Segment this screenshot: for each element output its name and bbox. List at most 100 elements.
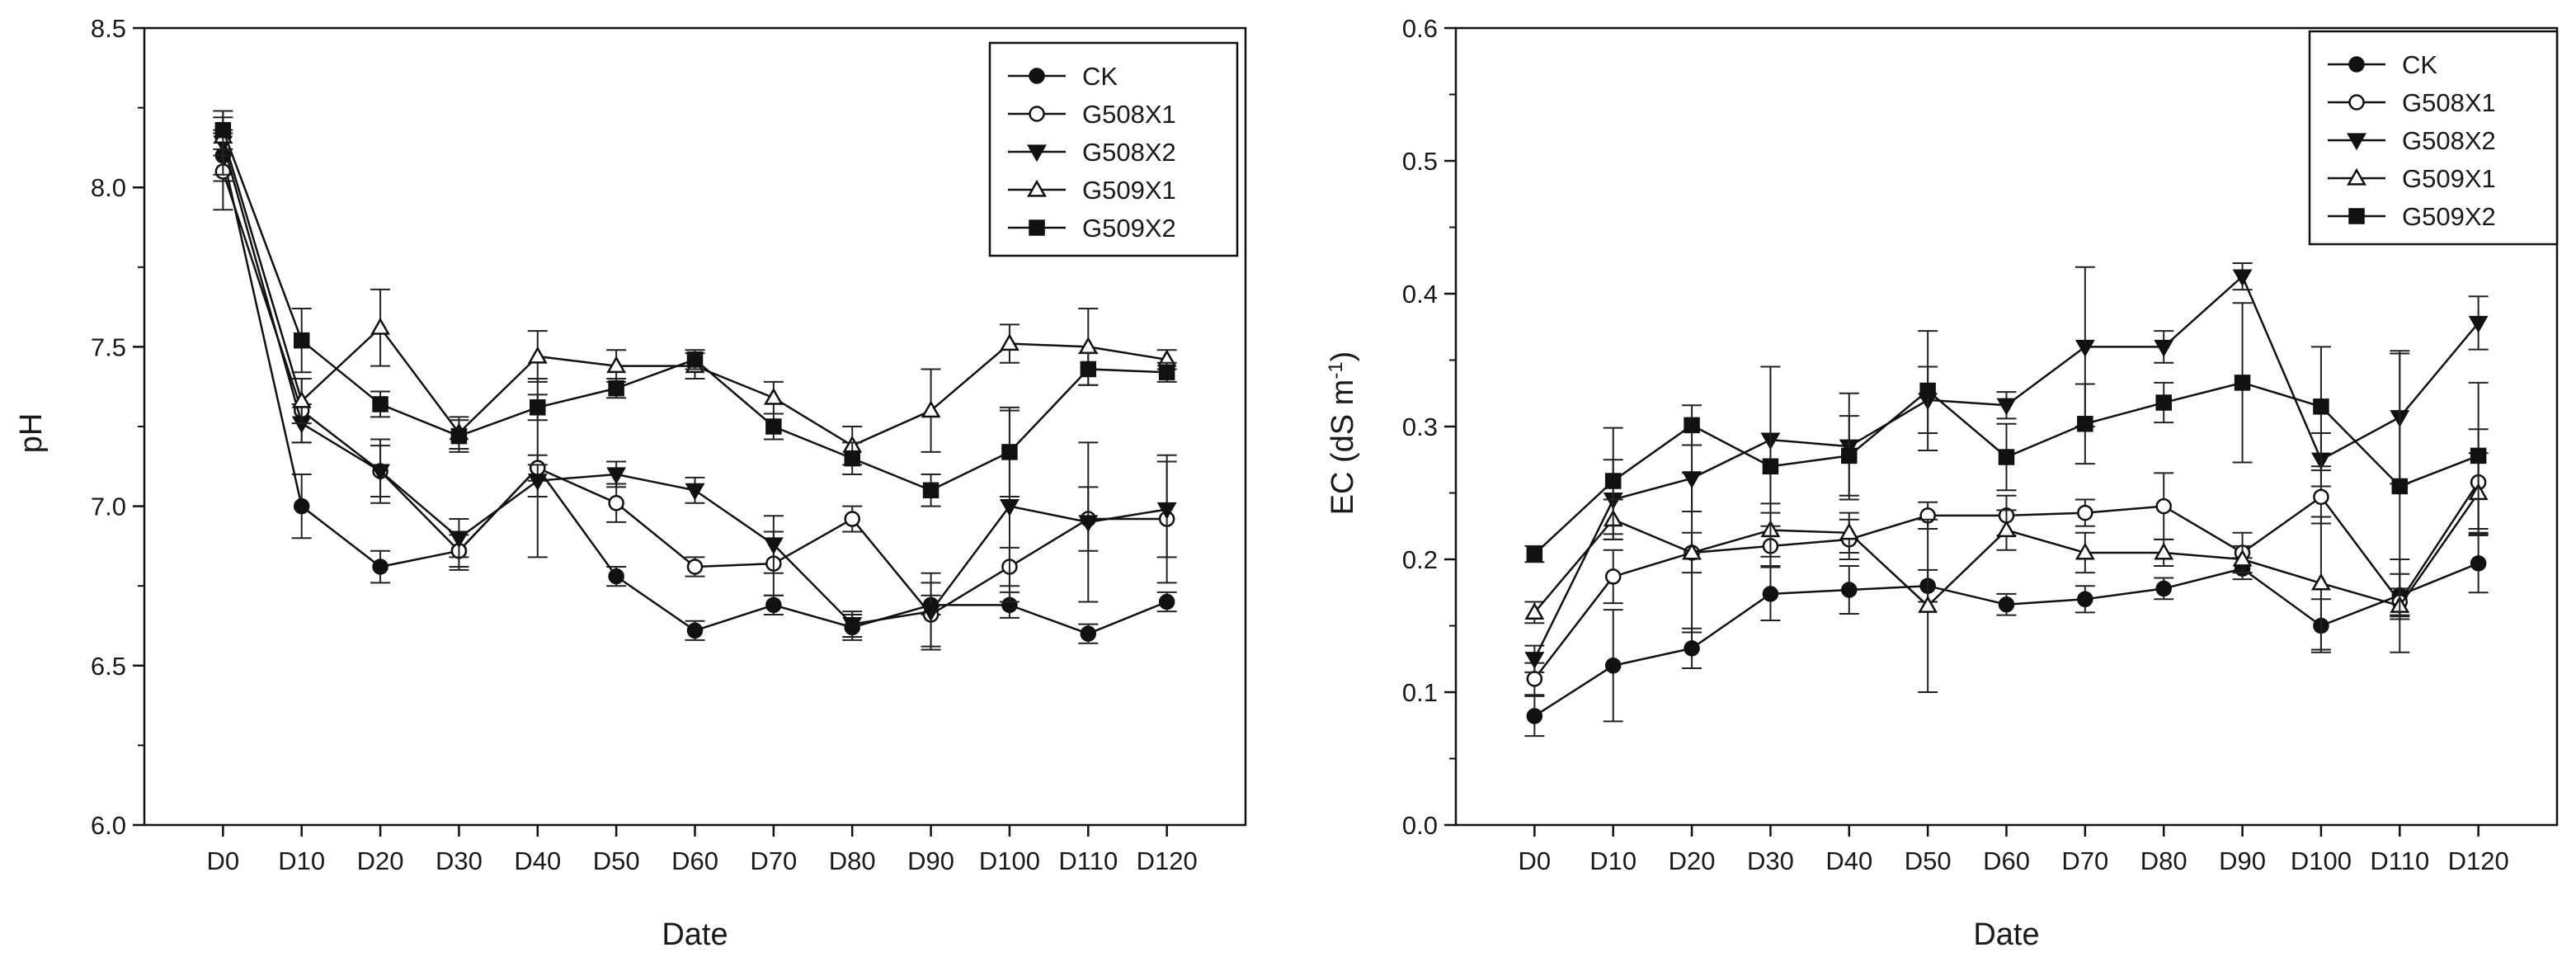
data-point [2154, 339, 2174, 357]
x-tick-label: D0 [207, 846, 240, 875]
y-tick-label: 8.0 [91, 173, 126, 202]
data-point [1604, 568, 1622, 585]
data-point [1996, 520, 2017, 538]
legend-marker [1029, 106, 1045, 122]
y-tick-label: 0.4 [1402, 280, 1438, 309]
y-axis-title: pH [14, 413, 49, 454]
x-tick-label: D60 [1983, 846, 2030, 875]
legend-marker [2348, 94, 2365, 111]
legend-marker [2348, 56, 2365, 73]
x-tick-label: D40 [514, 846, 561, 875]
data-point [2077, 416, 2093, 432]
series-line [1533, 562, 2479, 718]
x-tick-label: D20 [357, 846, 404, 875]
data-point [1682, 542, 1702, 560]
x-tick-label: D70 [2061, 846, 2108, 875]
data-point [921, 400, 941, 418]
x-tick-label: D10 [1589, 846, 1636, 875]
legend-label: G509X2 [2402, 202, 2496, 231]
legend-marker [2347, 133, 2366, 151]
legend-label: G508X2 [1082, 138, 1176, 167]
legend-marker [1029, 68, 1045, 84]
data-point [1524, 602, 1545, 620]
data-point [2232, 269, 2253, 287]
data-point [844, 511, 860, 527]
data-point [1156, 502, 1177, 520]
data-point [765, 418, 782, 435]
y-tick-label: 7.5 [91, 332, 126, 361]
data-point [999, 333, 1020, 351]
data-point [763, 387, 784, 405]
x-tick-label: D90 [2219, 846, 2266, 875]
data-point [1526, 671, 1543, 687]
data-point [842, 616, 863, 634]
data-point [1524, 652, 1545, 670]
data-point [606, 356, 627, 374]
data-point [370, 317, 391, 335]
data-point [2077, 504, 2093, 521]
data-point [1001, 444, 1018, 460]
data-point [1526, 545, 1543, 563]
legend-label: G509X1 [1082, 176, 1176, 205]
data-point [2155, 497, 2172, 515]
legend-label: G509X2 [1082, 214, 1176, 243]
data-point [1080, 625, 1097, 642]
data-point [527, 346, 548, 364]
y-tick-label: 0.2 [1402, 545, 1438, 574]
y-tick-label: 0.0 [1402, 811, 1438, 840]
data-point [608, 568, 624, 585]
data-point [1998, 449, 2015, 465]
data-point [2154, 542, 2174, 560]
data-point [1841, 582, 1858, 598]
x-tick-label: D20 [1669, 846, 1716, 875]
x-tick-label: D40 [1825, 846, 1872, 875]
x-tick-label: D50 [1905, 846, 1952, 875]
y-tick-label: 7.0 [91, 493, 126, 521]
data-point [1158, 364, 1175, 381]
x-tick-label: D80 [829, 846, 876, 875]
legend-label: G508X2 [2402, 126, 2496, 155]
x-tick-label: D50 [593, 846, 640, 875]
series-g509x2 [1524, 302, 2489, 620]
legend: CK G508X1 G508X2 G509X1 G509X2 [2308, 30, 2559, 246]
y-tick-label: 0.1 [1402, 678, 1438, 707]
y-tick-label: 0.6 [1402, 14, 1438, 43]
series-ck [1524, 533, 2489, 738]
data-point [999, 499, 1020, 516]
series-g509x1 [1524, 452, 2489, 693]
legend-marker [2348, 208, 2365, 224]
x-tick-label: D10 [278, 846, 325, 875]
data-point [2234, 375, 2251, 391]
x-tick-label: D80 [2140, 846, 2187, 875]
x-tick-label: D110 [1058, 846, 1118, 875]
data-point [1918, 596, 1938, 613]
data-point [1841, 447, 1858, 464]
data-point [844, 450, 860, 467]
y-axis-title: EC (dS m-1) [1325, 351, 1361, 516]
legend-marker [2347, 167, 2366, 186]
data-point [449, 530, 469, 549]
data-point [450, 427, 468, 445]
data-point [1158, 593, 1175, 610]
data-point [1684, 417, 1700, 434]
data-point [293, 497, 310, 515]
data-point [291, 390, 312, 408]
x-tick-label: D110 [2370, 846, 2429, 875]
ph-chart: 6.0 6.5 7.0 7.5 8.0 8.5 D0 D10 D20 D30 D40 D50 D60 D7… [14, 14, 1247, 952]
data-point [686, 559, 704, 575]
data-point [2470, 447, 2487, 464]
y-tick-label: 8.5 [91, 14, 126, 43]
data-point [530, 399, 546, 416]
data-point [2232, 549, 2253, 567]
data-point [1682, 471, 1702, 489]
legend-label: G508X1 [2402, 88, 2496, 117]
series-g509x2 [213, 110, 1177, 507]
data-point [686, 351, 704, 368]
data-point [2313, 488, 2329, 506]
x-axis-title: Date [1973, 917, 2039, 952]
data-point [921, 604, 941, 622]
legend-marker [1027, 179, 1047, 197]
x-tick-label: D100 [979, 846, 1040, 875]
y-tick-label: 6.0 [91, 811, 126, 840]
